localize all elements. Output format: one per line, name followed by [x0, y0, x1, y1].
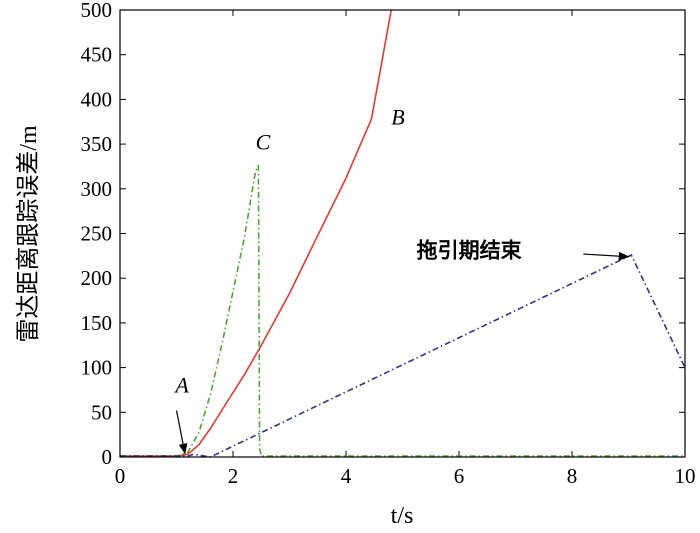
plot-frame: [119, 9, 686, 458]
x-axis-label: t/s: [391, 503, 414, 529]
annotations-layer: A B C 拖引期结束: [173, 104, 630, 455]
y-axis-label: 雷达距离跟踪误差/m: [15, 125, 42, 343]
y-tick-label: 150: [81, 311, 113, 335]
x-tick-label: 2: [228, 464, 239, 488]
y-tick-label: 200: [81, 266, 113, 290]
y-tick-label: 0: [102, 445, 113, 469]
annotation-arrow-1: [175, 410, 188, 455]
x-tick-label: 4: [341, 464, 352, 488]
series-line-2: [120, 164, 685, 457]
y-tick-label: 450: [81, 43, 113, 67]
x-tick-label: 6: [454, 464, 465, 488]
annotation-arrow-2: [583, 251, 630, 261]
series-line-1: [120, 10, 393, 457]
y-tick-label: 250: [81, 222, 113, 246]
x-tick-label: 0: [115, 464, 126, 488]
y-tick-label: 500: [81, 0, 113, 22]
annotation-label-4: 拖引期结束: [417, 239, 523, 263]
y-tick-label: 400: [81, 87, 113, 111]
y-tick-label: 300: [81, 177, 113, 201]
annotation-label-2: B: [391, 104, 404, 129]
x-tick-label: 10: [675, 464, 696, 488]
annotation-label-3: C: [256, 129, 271, 154]
y-tick-label: 50: [91, 400, 112, 424]
series-line-3: [120, 254, 685, 457]
annotation-label-1: A: [173, 373, 189, 398]
y-tick-label: 350: [81, 132, 113, 156]
y-tick-label: 100: [81, 356, 113, 380]
x-tick-label: 8: [567, 464, 578, 488]
series-layer: [120, 10, 685, 457]
